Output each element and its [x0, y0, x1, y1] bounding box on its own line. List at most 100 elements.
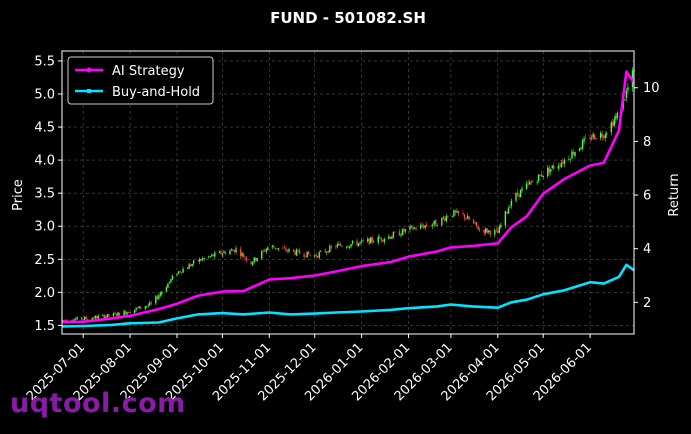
- candle-body: [612, 121, 614, 127]
- candle-body: [256, 258, 258, 262]
- candle-body: [519, 189, 522, 198]
- tick-label-left: 5.0: [34, 87, 55, 102]
- candle-body: [419, 225, 422, 229]
- tick-label-left: 5.5: [34, 54, 55, 69]
- candle-body: [357, 243, 360, 246]
- candle-body: [377, 236, 379, 243]
- candle-body: [572, 152, 575, 155]
- candle-body: [139, 306, 142, 309]
- candle-body: [212, 254, 215, 257]
- candle-body: [389, 236, 392, 239]
- candle-body: [87, 319, 89, 320]
- candle-body: [318, 252, 320, 258]
- candle-body: [146, 306, 148, 307]
- left-axis: 1.5 2.0 2.5 3.0 3.5 4.0 4.5 5.0 5.5: [34, 54, 62, 334]
- candle-body: [276, 248, 278, 250]
- candle-body: [569, 158, 572, 160]
- candlesticks: [61, 66, 635, 324]
- candle-body: [580, 147, 582, 150]
- candle-body: [282, 248, 284, 249]
- candle-body: [135, 307, 137, 310]
- candle-body: [327, 251, 330, 253]
- candle-body: [168, 281, 171, 283]
- candle-body: [382, 240, 384, 242]
- candle-body: [94, 315, 96, 319]
- candle-body: [362, 240, 364, 241]
- candle-body: [571, 151, 573, 159]
- candle-body: [180, 272, 183, 274]
- candle-body: [350, 244, 352, 247]
- tick-label-right: 10: [643, 81, 660, 96]
- candle-body: [288, 249, 290, 252]
- candle-body: [165, 287, 168, 292]
- candle-body: [155, 296, 157, 304]
- legend-marker-bh: [87, 89, 91, 93]
- candle-body: [383, 238, 386, 242]
- candle-body: [542, 175, 544, 178]
- plot-frame: [61, 50, 635, 335]
- candle-body: [295, 249, 298, 256]
- candle-body: [447, 216, 449, 218]
- candle-body: [562, 162, 564, 164]
- candle-body: [351, 241, 354, 244]
- candle-body: [516, 192, 519, 196]
- candle-body: [574, 151, 576, 156]
- candle-body: [91, 318, 93, 320]
- candle-body: [208, 256, 210, 258]
- candle-body: [610, 122, 613, 133]
- tick-label-right: 6: [643, 189, 651, 204]
- candle-body: [380, 237, 382, 241]
- candle-body: [126, 312, 128, 315]
- candle-body: [179, 271, 181, 273]
- tick-label-left: 3.0: [34, 220, 55, 235]
- candle-body: [454, 210, 457, 213]
- candle-body: [627, 87, 629, 91]
- candle-body: [435, 219, 437, 226]
- candle-body: [244, 256, 246, 259]
- candle-body: [590, 138, 593, 139]
- candle-body: [233, 249, 236, 253]
- candle-body: [326, 251, 328, 253]
- candle-body: [203, 258, 205, 259]
- candle-body: [483, 229, 485, 234]
- candle-body: [548, 166, 550, 173]
- candle-body: [495, 229, 497, 231]
- candle-body: [251, 262, 254, 265]
- candle-body: [444, 218, 446, 221]
- candle-body: [306, 251, 308, 258]
- candle-body: [188, 264, 190, 269]
- candle-body: [592, 133, 594, 138]
- candle-body: [214, 252, 216, 257]
- legend-label-bh: Buy-and-Hold: [112, 85, 200, 100]
- tick-label-left: 3.5: [34, 187, 55, 202]
- candle-body: [531, 181, 534, 183]
- candle-body: [97, 315, 100, 319]
- grid: [62, 51, 634, 334]
- candle-body: [412, 226, 414, 230]
- candle-body: [394, 231, 396, 233]
- candle-body: [424, 225, 426, 228]
- tick-label-right: 2: [643, 296, 651, 311]
- candle-body: [436, 224, 438, 227]
- candle-body: [430, 225, 432, 227]
- candle-body: [518, 194, 520, 197]
- candle-body: [221, 253, 224, 255]
- candle-body: [624, 99, 626, 101]
- candle-body: [118, 312, 121, 316]
- candle-body: [453, 210, 455, 217]
- candle-body: [176, 274, 178, 276]
- candle-body: [485, 228, 487, 233]
- candle-body: [593, 134, 596, 140]
- candle-body: [366, 239, 369, 242]
- candle-body: [124, 310, 127, 314]
- candle-body: [253, 257, 255, 263]
- candle-body: [463, 214, 466, 219]
- candle-body: [138, 306, 140, 309]
- candle-body: [498, 226, 501, 233]
- candle-body: [274, 247, 277, 249]
- candle-body: [497, 230, 499, 233]
- candle-body: [537, 174, 540, 182]
- candle-body: [267, 247, 269, 250]
- candle-body: [510, 200, 513, 206]
- candle-body: [320, 250, 322, 252]
